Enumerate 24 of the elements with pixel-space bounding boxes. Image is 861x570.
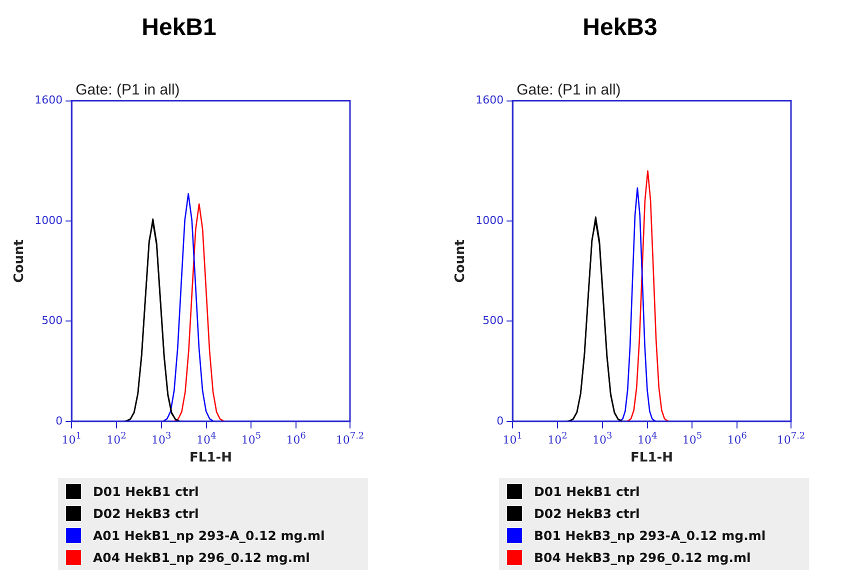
y-tick-label: 500 [482,314,504,328]
legend-label: D01 HekB1 ctrl [93,484,199,498]
y-tick-label: 1000 [34,214,63,227]
y-tick-label: 1000 [476,214,504,227]
x-axis-title: FL1-H [630,450,674,466]
chart-title: HekB1 [142,14,216,42]
text: Gate: (P1 in all) [516,81,621,98]
legend-label: A04 HekB1_np 296_0.12 mg.ml [93,550,310,564]
y-tick-label: 0 [496,414,504,428]
legend-label: D02 HekB3 ctrl [93,506,199,520]
legend-label: A01 HekB1_np 293-A_0.12 mg.ml [93,528,325,542]
legend-label: B04 HekB3_np 296_0.12 mg.ml [534,550,751,564]
legend-label: B01 HekB3_np 293-A_0.12 mg.ml [534,528,766,542]
y-tick-label: 500 [42,314,63,328]
y-axis-title: Count [453,240,468,283]
text: Gate: (P1 in all) [76,81,180,98]
y-tick-label: 1600 [476,94,504,107]
legend-label: D02 HekB3 ctrl [534,506,640,520]
y-axis-title: Count [12,240,28,283]
legend-label: D01 HekB1 ctrl [534,484,640,498]
chart-title: HekB3 [582,14,658,42]
y-tick-label: 1600 [34,94,63,107]
y-tick-label: 0 [56,414,63,428]
x-axis-title: FL1-H [190,450,232,466]
